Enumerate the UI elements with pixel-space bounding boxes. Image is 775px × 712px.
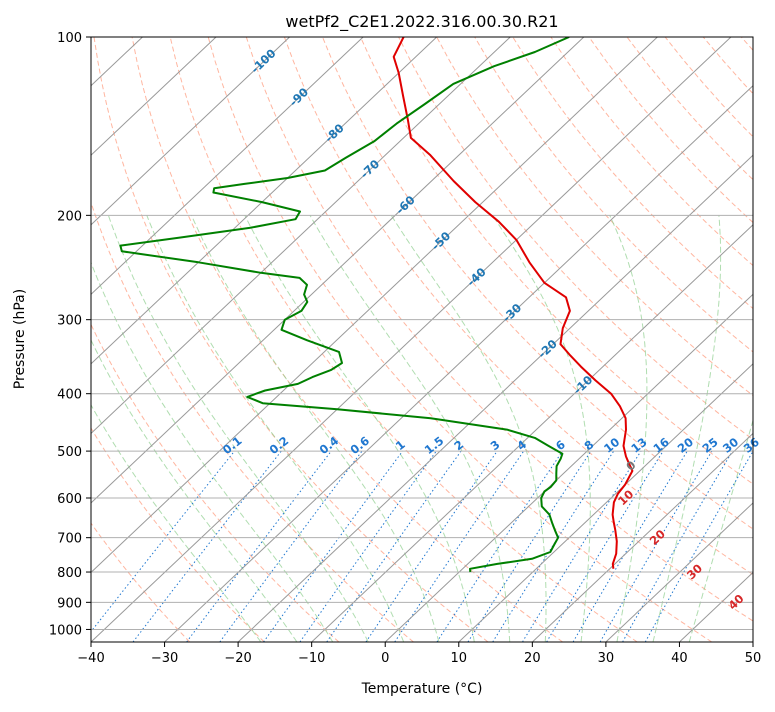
x-tick-label: 30 xyxy=(598,651,615,666)
y-tick-label: 200 xyxy=(57,209,82,224)
y-tick-label: 500 xyxy=(57,445,82,460)
x-tick-label: 50 xyxy=(745,651,762,666)
x-tick-label: 40 xyxy=(671,651,688,666)
y-tick-label: 700 xyxy=(57,532,82,547)
y-axis-label: Pressure (hPa) xyxy=(12,289,28,389)
chart-title: wetPf2_C2E1.2022.316.00.30.R21 xyxy=(285,12,558,32)
y-tick-label: 400 xyxy=(57,388,82,403)
y-tick-label: 100 xyxy=(57,31,82,46)
x-tick-label: 10 xyxy=(451,651,468,666)
x-tick-label: −20 xyxy=(224,651,251,666)
x-tick-label: −40 xyxy=(77,651,104,666)
y-tick-label: 600 xyxy=(57,492,82,507)
x-axis-label: Temperature (°C) xyxy=(361,681,483,697)
y-tick-label: 900 xyxy=(57,596,82,611)
y-tick-label: 1000 xyxy=(49,623,82,638)
x-tick-label: 0 xyxy=(381,651,389,666)
y-tick-label: 800 xyxy=(57,566,82,581)
x-tick-label: −10 xyxy=(298,651,325,666)
y-tick-label: 300 xyxy=(57,314,82,329)
x-tick-label: 20 xyxy=(524,651,541,666)
x-tick-label: −30 xyxy=(151,651,178,666)
